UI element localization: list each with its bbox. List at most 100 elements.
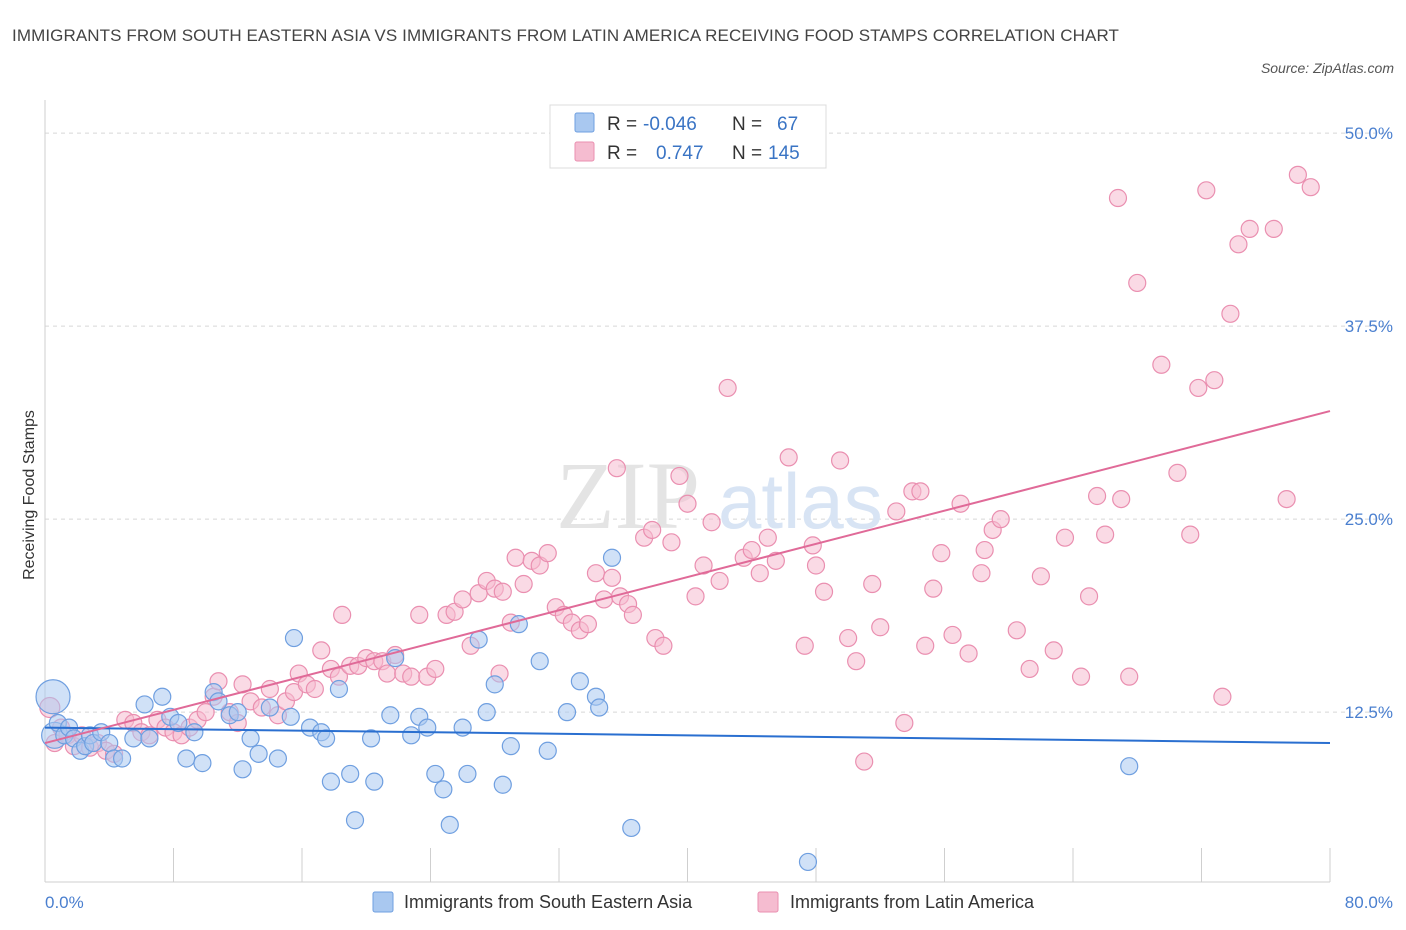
pink-point: [855, 752, 874, 771]
blue-point: [426, 764, 445, 784]
pink-point: [1301, 178, 1320, 197]
pink-point: [305, 679, 324, 699]
legend-n-label-blue: N =: [732, 114, 762, 135]
pink-point: [1087, 486, 1107, 506]
pink-point: [766, 551, 785, 570]
blue-point: [329, 679, 349, 699]
blue-point: [469, 630, 488, 649]
axes: [44, 100, 1331, 883]
chart-title: IMMIGRANTS FROM SOUTH EASTERN ASIA VS IM…: [12, 26, 1119, 45]
pink-point: [578, 615, 598, 634]
pink-point: [1020, 659, 1039, 679]
pink-point: [333, 605, 352, 624]
grid-lines: [45, 132, 1385, 713]
blue-point: [381, 706, 400, 725]
blue-point: [538, 741, 557, 760]
trend-lines: [44, 410, 1331, 745]
blue-point: [345, 811, 365, 830]
pink-point: [1007, 621, 1026, 640]
pink-point: [795, 636, 814, 655]
pink-point: [916, 636, 935, 655]
pink-point: [972, 564, 991, 583]
pink-point: [710, 571, 729, 591]
correlation-legend: R = -0.046 N = 67 R = 0.747 N = 145: [549, 104, 827, 169]
blue-point: [434, 780, 453, 799]
blue-point: [493, 775, 512, 794]
pink-point: [1240, 219, 1259, 238]
blue-point: [112, 749, 132, 768]
pink-point: [602, 568, 622, 587]
pink-point: [975, 540, 994, 560]
pink-point: [514, 574, 533, 594]
series-label-pink: Immigrants from Latin America: [790, 892, 1035, 912]
pink-point: [678, 494, 697, 513]
blue-point: [365, 772, 384, 791]
pink-point: [951, 494, 970, 513]
blue-point: [485, 675, 504, 694]
pink-point: [1197, 181, 1216, 200]
blue-point: [477, 703, 496, 722]
pink-point: [779, 448, 798, 467]
blue-point: [249, 744, 268, 763]
legend-box: [549, 104, 827, 169]
pink-point: [1120, 667, 1139, 686]
pink-point: [814, 582, 834, 601]
blue-point: [100, 733, 119, 753]
trend-line-latin-america: [44, 410, 1331, 745]
blue-point: [169, 713, 188, 733]
y-tick-label-3: 50.0%: [1345, 124, 1393, 143]
blue-point: [361, 729, 381, 748]
source-label: Source: ZipAtlas.com: [1260, 60, 1394, 76]
pink-point: [623, 605, 642, 624]
blue-point: [501, 737, 520, 756]
pink-point: [506, 548, 525, 567]
pink-point: [1264, 219, 1283, 238]
series-swatch-blue: [372, 891, 394, 913]
blue-point: [260, 698, 279, 717]
pink-point: [839, 628, 858, 648]
pink-point: [1112, 489, 1131, 509]
pink-point: [1031, 567, 1050, 586]
watermark-zip: ZIP: [556, 442, 700, 549]
pink-point: [538, 544, 557, 563]
blue-point: [124, 729, 143, 748]
pink-point: [1079, 587, 1099, 606]
pink-point: [1288, 165, 1307, 184]
pink-point: [694, 556, 713, 575]
legend-r-label-blue: R =: [607, 114, 637, 135]
pink-point: [959, 644, 978, 663]
pink-point: [586, 564, 606, 583]
blue-point: [316, 729, 336, 748]
pink-point: [1055, 528, 1075, 547]
blue-point: [590, 698, 609, 717]
pink-point: [702, 513, 721, 532]
blue-point: [321, 772, 341, 791]
pink-point: [654, 636, 673, 655]
blue-point: [241, 729, 260, 748]
y-tick-label-1: 25.0%: [1345, 510, 1393, 529]
watermark: ZIP atlas: [556, 442, 883, 549]
pink-point: [1277, 489, 1296, 509]
pink-point: [426, 659, 445, 679]
pink-point: [932, 544, 951, 563]
pink-point: [670, 466, 689, 486]
pink-point: [895, 713, 914, 733]
pink-point: [871, 618, 890, 637]
blue-point: [440, 815, 459, 834]
pink-point: [1071, 667, 1091, 686]
blue-point: [570, 672, 589, 691]
pink-point: [718, 378, 737, 398]
blue-point: [418, 718, 437, 737]
x-tick-label-0: 0.0%: [45, 893, 84, 912]
y-tick-label-2: 37.5%: [1345, 317, 1393, 336]
blue-point: [284, 628, 304, 648]
blue-point: [140, 729, 159, 748]
y-tick-label-0: 12.5%: [1345, 703, 1393, 722]
pink-point: [607, 459, 626, 478]
pink-point: [924, 579, 943, 598]
pink-point: [911, 482, 930, 501]
blue-point: [341, 764, 360, 784]
pink-point: [1152, 355, 1171, 374]
pink-point: [847, 652, 866, 671]
pink-point: [1181, 525, 1200, 544]
